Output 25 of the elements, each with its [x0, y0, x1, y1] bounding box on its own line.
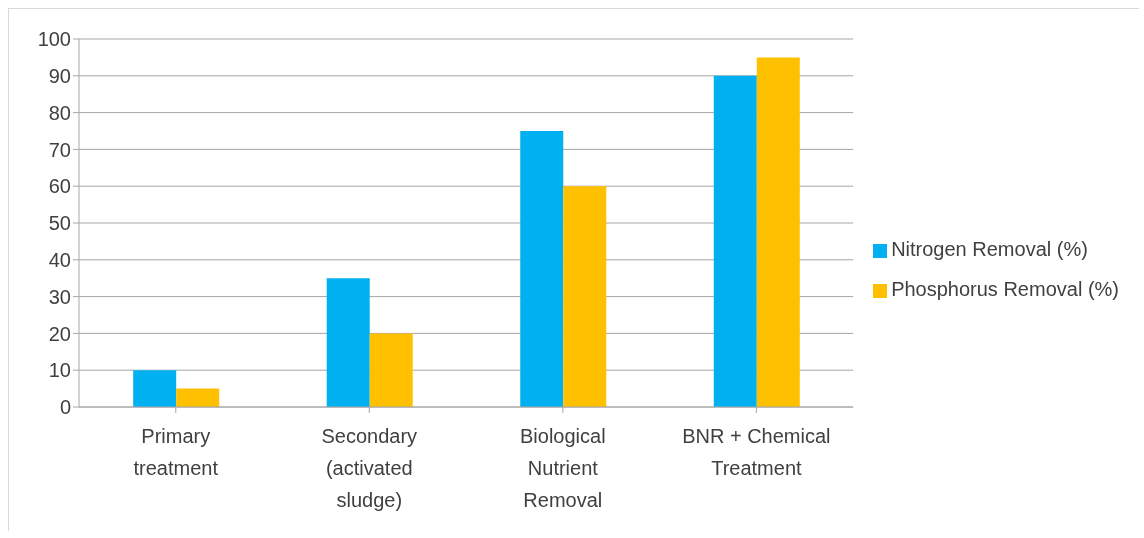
y-tick-label: 10	[48, 359, 71, 382]
bar	[563, 186, 607, 407]
bar	[713, 75, 757, 407]
x-tick-label: Primary treatment	[133, 425, 219, 479]
bar	[369, 333, 413, 407]
y-tick-label: 0	[59, 396, 71, 419]
y-tick-label: 100	[37, 28, 71, 51]
y-tick-label: 30	[48, 285, 71, 308]
x-tick-label: Secondary (activated sludge)	[321, 425, 418, 511]
bar	[176, 388, 220, 407]
y-tick-label: 40	[48, 248, 71, 271]
bar	[520, 131, 564, 407]
y-tick-label: 90	[48, 64, 71, 87]
x-tick-label: Biological Nutrient Removal	[520, 425, 606, 511]
legend-label: Nitrogen Removal (%)	[891, 238, 1088, 260]
legend-label: Phosphorus Removal (%)	[891, 278, 1119, 300]
bar	[756, 57, 800, 407]
bar	[133, 370, 177, 407]
y-tick-label: 20	[48, 322, 71, 345]
y-tick-label: 70	[48, 138, 71, 161]
y-tick-label: 80	[48, 101, 71, 124]
y-tick-label: 60	[48, 175, 71, 198]
y-tick-label: 50	[48, 212, 71, 235]
x-tick-label: BNR + Chemical Treatment	[682, 425, 831, 479]
bar	[326, 278, 370, 407]
